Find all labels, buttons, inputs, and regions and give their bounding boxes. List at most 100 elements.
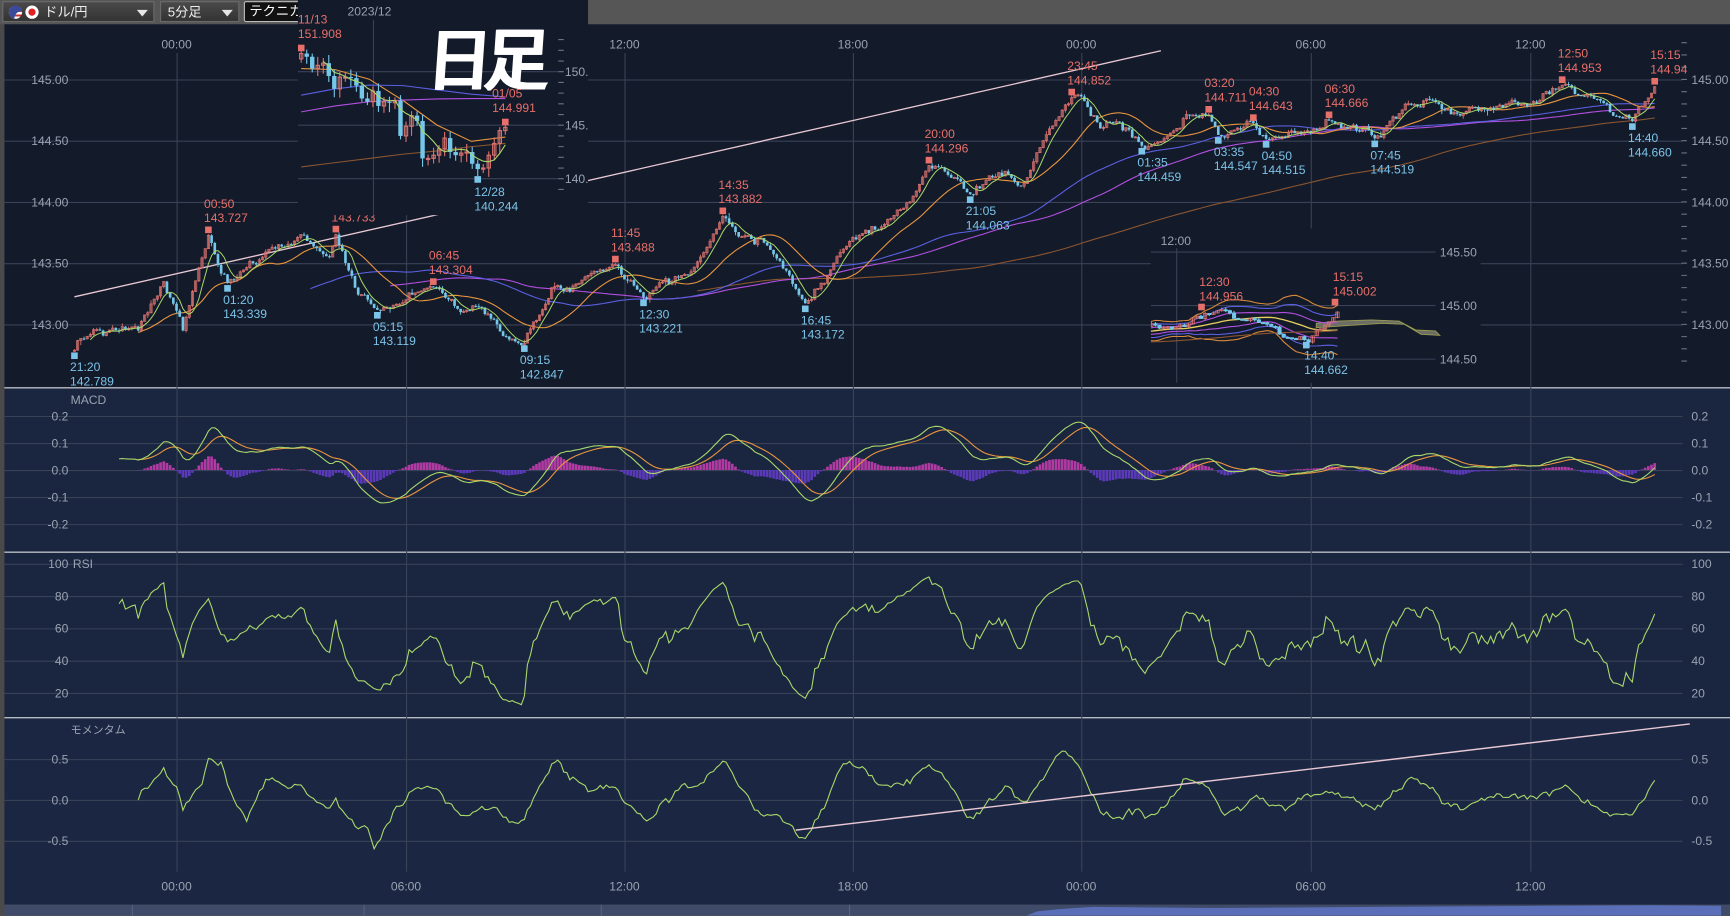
macd-histogram-bar [604,468,608,471]
macd-histogram-bar [1048,459,1051,471]
candle-down [873,226,877,230]
daily-chart-inset[interactable]: 2023/12 150. 145. 140. 11/13 151.908 12/28 140.… [297,0,589,216]
macd-histogram-bar [794,470,798,483]
low-price-label: 142.847 [520,367,564,381]
candle-down [978,186,982,189]
macd-histogram-bar [435,463,438,471]
macd-histogram-bar [762,470,766,477]
candle-down [474,305,478,307]
candle-down [1089,107,1093,116]
candle-down [495,319,499,325]
time-axis-label-top: 00:00 [1066,38,1097,52]
candle-up [598,269,602,272]
candle-up [1168,132,1172,137]
candle-up [286,243,290,248]
macd-histogram-bar [639,470,642,479]
macd-histogram-bar [629,470,633,476]
macd-histogram-bar [1403,463,1407,471]
candle-down [1197,115,1201,118]
macd-histogram-bar [248,470,252,474]
candle-down [1592,95,1596,99]
candle-down [1379,135,1383,138]
time-axis-label-top: 00:00 [161,38,192,52]
candle-up [654,286,658,291]
intraday-price-label: 145.002 [1333,284,1377,298]
candle-up [1057,116,1061,121]
macd-histogram-bar [187,470,191,477]
candle-down [216,254,220,266]
daily-high-marker [297,44,305,52]
daily-candle-down [348,77,354,79]
candle-down [959,179,963,182]
candle-down [456,305,459,309]
intraday-chart-inset[interactable]: 12:00 145.50 145.00 144.50 12:30 144.956 15:15… [1150,228,1481,383]
macd-histogram-bar [1570,468,1574,471]
candle-down [181,316,185,331]
macd-histogram-bar [165,462,169,471]
candle-down [1486,109,1489,111]
macd-histogram-bar [953,470,956,475]
candle-up [1391,116,1395,122]
chart-scrollbar[interactable] [4,904,1730,916]
intraday-candle-down [1269,323,1274,327]
macd-histogram-bar [1579,470,1583,472]
time-axis-label-bottom: 06:00 [391,879,422,893]
high-price-label: 144.852 [1067,73,1111,87]
macd-histogram-bar [340,470,344,474]
candle-up [1286,131,1290,138]
macd-histogram-bar [730,463,734,471]
macd-histogram-bar [483,470,487,471]
candle-down [943,167,947,172]
macd-histogram-bar [746,470,750,474]
candle-down [1608,103,1612,113]
macd-histogram-bar [1640,469,1644,471]
technical-button[interactable]: テクニカル [243,1,311,23]
macd-histogram-bar [943,468,947,471]
macd-histogram-bar [580,465,584,471]
daily-candle-up [503,126,508,132]
right-axis-label: 0.5 [1691,752,1708,766]
candle-down [353,275,357,288]
macd-histogram-bar [759,470,763,477]
macd-histogram-bar [889,466,893,471]
macd-histogram-bar [382,470,386,479]
candle-up [1232,129,1236,132]
daily-candle-up [381,101,387,107]
candle-up [299,234,303,238]
candle-up [187,305,191,318]
macd-histogram-bar [562,459,566,471]
candle-up [1461,113,1465,116]
macd-histogram-bar [705,462,709,471]
candles [72,81,1657,352]
macd-histogram-bar [1029,470,1032,472]
left-axis-label: 60 [55,622,69,636]
macd-histogram-bar [309,470,312,472]
daily-candle-down [470,151,475,164]
candle-up [1376,135,1380,139]
macd-histogram-bar [1172,468,1175,471]
macd-histogram-bar [940,467,943,471]
candle-up [813,288,817,300]
candle-down [1437,102,1441,104]
daily-candle-down [365,98,370,102]
high-time-label: 23:45 [1067,59,1098,73]
currency-pair-dropdown[interactable]: ドル/円 [2,1,155,23]
macd-histogram-bar [1455,470,1459,475]
macd-histogram-bar [574,464,578,471]
macd-histogram-bar [207,456,210,471]
daily-candle-down [304,53,309,57]
candle-up [92,329,96,335]
candle-down [1194,114,1198,117]
macd-histogram-bar [1102,470,1105,482]
timeframe-dropdown[interactable]: 5分足 [159,1,240,23]
candle-up [905,202,909,209]
candle-up [1022,183,1026,187]
ma-21-line [138,92,1655,334]
macd-histogram-bar [1261,470,1265,472]
candle-up [657,282,661,288]
candle-up [541,309,545,316]
candle-down [1370,130,1374,136]
macd-chart [118,421,1657,504]
